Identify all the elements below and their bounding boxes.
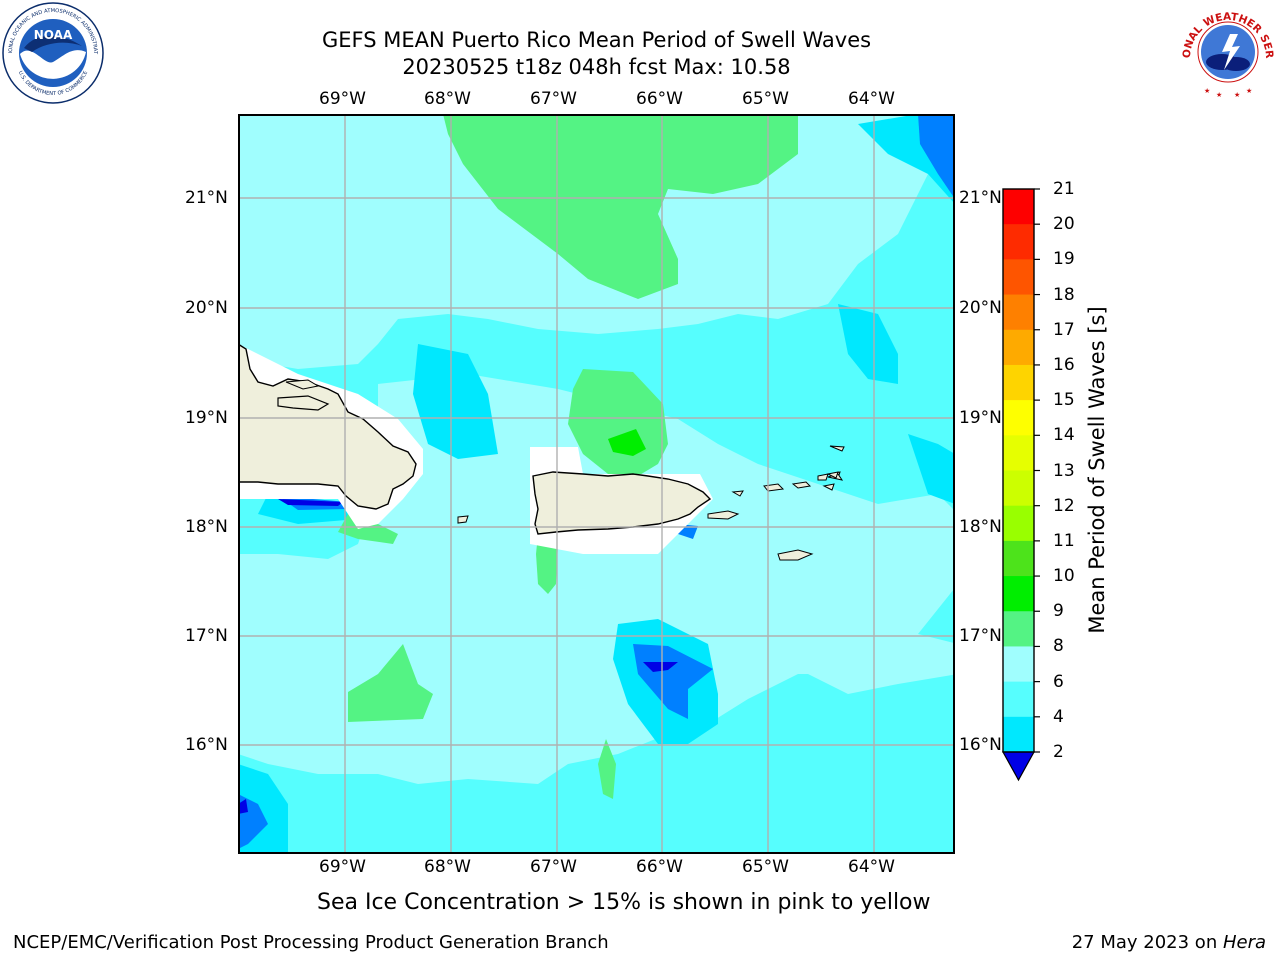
swell-contour-9-10 [338,114,798,799]
colorbar-segment [1003,576,1034,612]
colorbar-tick-label: 11 [1053,530,1075,551]
colorbar-tick-label: 17 [1053,319,1075,340]
chart-title-line1: GEFS MEAN Puerto Rico Mean Period of Swe… [321,28,872,52]
lat-label-right: 21°N [959,188,1002,208]
colorbar-tick-label: 9 [1053,601,1064,622]
lon-label-top: 69°W [319,89,366,109]
hispaniola-samana [277,395,330,411]
colorbar-tick-label: 18 [1053,284,1075,305]
lat-label-left: 21°N [185,188,228,208]
lon-label-bottom: 64°W [848,857,895,877]
culebra-island [731,490,744,497]
noaa-logo: NATIONAL OCEANIC AND ATMOSPHERIC ADMINIS… [0,0,104,104]
nws-logo: NATIONAL WEATHER SERVICE ★ ★ ★ ★ [1174,0,1278,100]
colorbar-tick-label: 16 [1053,354,1075,375]
svg-text:★: ★ [1204,87,1210,95]
svg-text:NOAA: NOAA [34,28,73,42]
svg-text:★: ★ [1246,87,1252,95]
lat-label-left: 17°N [185,626,228,646]
virgin-islands [763,445,845,561]
lat-label-right: 17°N [959,626,1002,646]
footer-machine: Hera [1222,932,1266,953]
colorbar-segments [1001,189,1036,782]
map-panel [238,114,955,854]
colorbar-extend-triangle [1001,751,1036,782]
lat-label-left: 20°N [185,298,228,318]
lon-label-top: 66°W [636,89,683,109]
colorbar-segment [1003,716,1034,753]
colorbar-segment [1003,540,1034,577]
colorbar-segment [1003,259,1034,296]
svg-text:★: ★ [1216,91,1222,99]
hispaniola-land [238,343,417,510]
colorbar-segment [1003,435,1034,471]
lon-label-top: 67°W [530,89,577,109]
colorbar-segment [1003,189,1034,225]
colorbar-segment [1003,400,1034,436]
colorbar-tick-label: 14 [1053,425,1075,446]
colorbar-tick-label: 19 [1053,249,1075,270]
colorbar-tick-label: 15 [1053,390,1075,411]
lat-label-left: 16°N [185,735,228,755]
colorbar-segment [1003,681,1034,718]
colorbar-label: Mean Period of Swell Waves [s] [1085,306,1109,634]
svg-text:★: ★ [1234,91,1240,99]
colorbar-tick-label: 21 [1053,179,1075,199]
lon-label-bottom: 69°W [319,857,366,877]
colorbar-tick-label: 4 [1053,706,1064,727]
footer-date-text: 27 May 2023 on [1071,932,1223,953]
map-grid [238,114,955,854]
map-frame [238,114,955,854]
colorbar-segment [1003,364,1034,401]
colorbar-tick-label: 2 [1053,742,1064,762]
lat-label-right: 16°N [959,735,1002,755]
colorbar-tick-label: 10 [1053,566,1075,587]
colorbar-segment [1003,646,1034,683]
lat-label-right: 20°N [959,298,1002,318]
colorbar-tick-label: 8 [1053,636,1064,657]
lat-label-right: 18°N [959,517,1002,537]
colorbar-segment [1003,294,1034,331]
footer-date: 27 May 2023 on Hera [1072,932,1266,953]
colorbar-tick-label: 13 [1053,460,1075,481]
island-small-1 [285,379,320,390]
colorbar-tick-label: 12 [1053,495,1075,516]
colorbar-tick-label: 6 [1053,671,1064,692]
colorbar-tick-label: 20 [1053,214,1075,235]
colorbar [1000,186,1080,786]
colorbar-segment [1003,329,1034,366]
lat-label-left: 18°N [185,517,228,537]
lon-label-bottom: 66°W [636,857,683,877]
mona-island [457,515,469,524]
lon-label-top: 68°W [424,89,471,109]
lon-label-bottom: 68°W [424,857,471,877]
lon-label-bottom: 65°W [742,857,789,877]
colorbar-segment [1003,611,1034,647]
colorbar-segment [1003,470,1034,507]
colorbar-segment [1003,224,1034,260]
lon-label-top: 65°W [742,89,789,109]
lat-label-right: 19°N [959,408,1002,428]
lon-label-bottom: 67°W [530,857,577,877]
footer-branch: NCEP/EMC/Verification Post Processing Pr… [13,932,609,953]
lat-label-left: 19°N [185,408,228,428]
swell-contour-10-11 [608,429,646,456]
chart-title-line2: 20230525 t18z 048h fcst Max: 10.58 [402,55,791,79]
swell-contour-lt2 [238,499,678,814]
lon-label-top: 64°W [848,89,895,109]
colorbar-segment [1003,505,1034,542]
sea-ice-note: Sea Ice Concentration > 15% is shown in … [317,890,931,915]
vieques-island [707,510,740,520]
puerto-rico-land [532,471,712,535]
